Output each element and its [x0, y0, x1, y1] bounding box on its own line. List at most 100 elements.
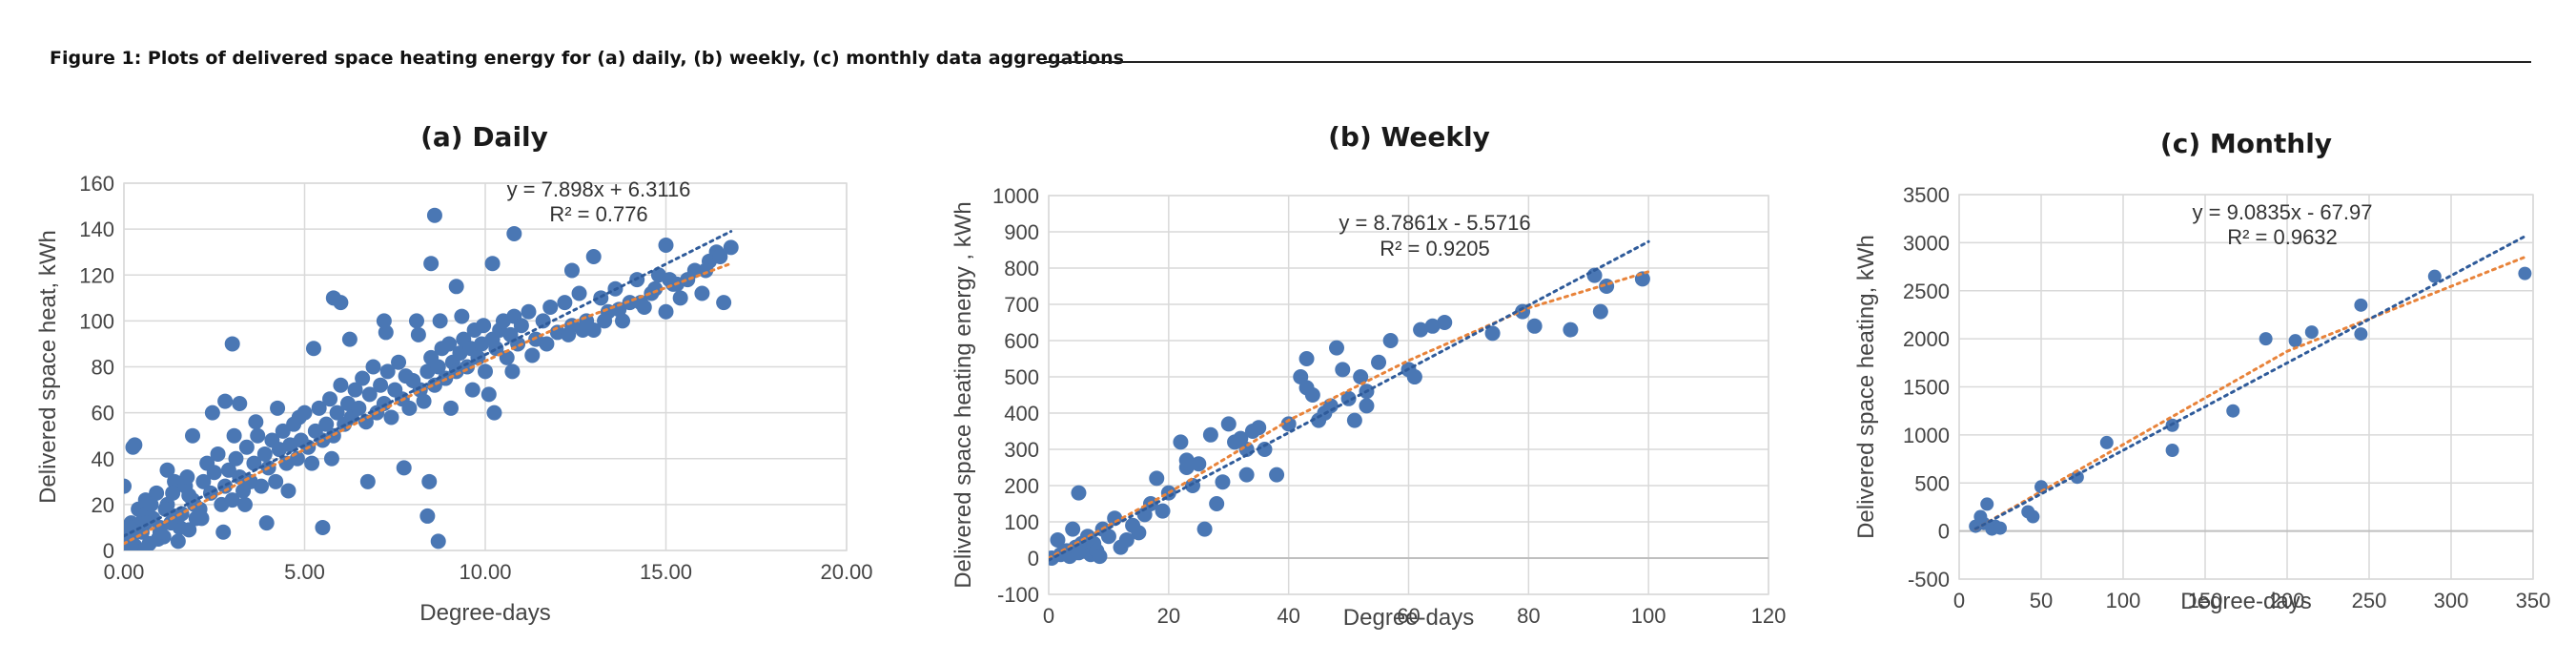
chart-1-ytick-label: 200 [1004, 474, 1039, 498]
chart-0-data-point [597, 313, 613, 329]
chart-1-data-point [1251, 420, 1267, 436]
chart-1-ytick-label: 0 [1028, 547, 1039, 571]
chart-0-data-point [499, 349, 515, 365]
chart-0-data-point [226, 427, 242, 444]
chart-0-xtick-label: 15.00 [640, 560, 692, 584]
chart-0-data-point [410, 326, 426, 342]
chart-0-data-point [137, 543, 153, 550]
chart-1-xtick-label: 100 [1631, 604, 1666, 628]
chart-0-data-point [430, 533, 446, 550]
chart-2-xtick-label: 250 [2352, 589, 2387, 612]
chart-0-data-point [662, 272, 678, 288]
chart-1-trend-equation: y = 8.7861x - 5.5716 [1339, 211, 1530, 235]
chart-0-data-point [304, 455, 320, 471]
chart-0-data-point [238, 439, 255, 455]
chart-1-data-point [1071, 485, 1087, 501]
chart-0-xlabel: Degree-days [419, 600, 550, 626]
chart-0-data-point [280, 483, 296, 499]
chart-0-data-layer [124, 207, 739, 550]
chart-2-ytick-label: 2000 [1903, 327, 1950, 351]
chart-1-data-layer [1049, 239, 1650, 566]
chart-0-data-point [315, 519, 331, 535]
chart-0-data-point [615, 313, 631, 329]
chart-0-data-point [478, 363, 493, 380]
chart-0-data-point [220, 462, 236, 478]
chart-0-data-point [358, 414, 374, 430]
chart-2-trend-equation: y = 9.0835x - 67.97 [2193, 200, 2373, 224]
chart-0-data-point [486, 405, 502, 421]
chart-0-data-point [484, 256, 501, 272]
chart-1-data-point [1100, 529, 1116, 545]
chart-0-data-point [224, 336, 240, 352]
chart-0-data-point [194, 510, 210, 527]
chart-2-ytick-label: 1500 [1903, 376, 1950, 400]
chart-0-linear-trendline [124, 230, 733, 538]
chart-2-data-point [2354, 298, 2368, 312]
chart-0-data-point [170, 533, 186, 550]
chart-1-data-point [1484, 325, 1501, 342]
chart-0-ytick-label: 160 [79, 172, 114, 196]
chart-0-data-point [539, 336, 555, 352]
chart-1-xtick-label: 40 [1277, 604, 1299, 628]
chart-0-data-point [215, 524, 232, 540]
chart-2-data-point [2070, 470, 2084, 485]
chart-0-data-point [571, 285, 587, 301]
chart-1-data-point [1346, 412, 1362, 428]
chart-1-data-point [1424, 318, 1441, 334]
chart-0-data-point [401, 400, 418, 416]
chart-0-data-point [179, 469, 195, 485]
chart-0-data-point [432, 313, 448, 329]
chart-1-data-point [1196, 521, 1213, 537]
chart-0-data-point [524, 347, 541, 363]
chart-1-data-point [1437, 315, 1453, 330]
chart-0-data-point [396, 460, 412, 476]
chart-0-data-point [419, 508, 436, 524]
chart-2-data-point [2288, 334, 2302, 348]
chart-1-data-point [1215, 474, 1231, 490]
chart-1-data-point [1092, 549, 1108, 565]
chart-2-data-point [1980, 497, 1994, 511]
chart-0-data-point [329, 405, 345, 421]
chart-1-title: (b) Weekly [1328, 121, 1490, 153]
chart-1-data-point [1353, 369, 1369, 384]
chart-0-data-point [248, 414, 264, 430]
figure-caption: Figure 1: Plots of delivered space heati… [50, 48, 1124, 69]
chart-0-data-point [430, 359, 446, 375]
chart-0-data-point [716, 295, 732, 311]
chart-0-data-point [504, 363, 521, 380]
chart-0-data-point [712, 249, 728, 264]
chart-0-data-point [236, 496, 253, 512]
chart-1-ytick-label: 700 [1004, 293, 1039, 317]
chart-0-data-point [521, 303, 537, 320]
chart-0-data-point [152, 524, 168, 540]
chart-1-data-point [1155, 503, 1171, 519]
chart-0-xtick-label: 0.00 [104, 560, 145, 584]
chart-0-xtick-label: 5.00 [284, 560, 325, 584]
chart-0-ytick-label: 140 [79, 218, 114, 241]
chart-0-ytick-label: 60 [92, 402, 114, 425]
chart-1-data-point [1202, 426, 1218, 443]
chart-1-data-point [1238, 467, 1255, 483]
chart-0-data-point [318, 416, 335, 432]
chart-0-data-point [383, 409, 399, 425]
chart-1-ytick-label: 600 [1004, 329, 1039, 353]
chart-2-data-point [2427, 269, 2442, 283]
chart-0-data-point [694, 285, 710, 301]
chart-0-data-point [124, 478, 132, 494]
chart-1-linear-trendline [1049, 239, 1650, 562]
chart-0-data-point [333, 295, 349, 311]
chart-1-xtick-label: 60 [1397, 604, 1420, 628]
chart-1-data-point [1131, 525, 1147, 541]
chart-0-data-point [323, 450, 339, 467]
chart-1-data-point [1329, 340, 1344, 356]
chart-2-ytick-label: 0 [1938, 520, 1950, 544]
chart-0-data-point [442, 400, 459, 416]
chart-2-xtick-label: 0 [1953, 589, 1965, 612]
chart-0-data-point [379, 363, 396, 380]
chart-0-title: (a) Daily [420, 121, 548, 153]
chart-1-data-point [1413, 322, 1429, 338]
chart-2-ytick-label: 500 [1914, 471, 1950, 495]
